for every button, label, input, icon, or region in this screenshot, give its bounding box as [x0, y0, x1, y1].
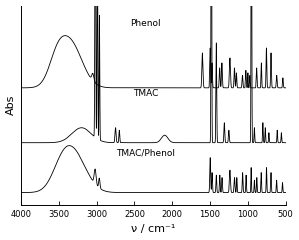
Text: Phenol: Phenol: [130, 19, 161, 28]
X-axis label: ν / cm⁻¹: ν / cm⁻¹: [131, 224, 176, 234]
Text: TMAC/Phenol: TMAC/Phenol: [116, 149, 175, 158]
Y-axis label: Abs: Abs: [6, 95, 16, 115]
Text: TMAC: TMAC: [133, 89, 158, 98]
